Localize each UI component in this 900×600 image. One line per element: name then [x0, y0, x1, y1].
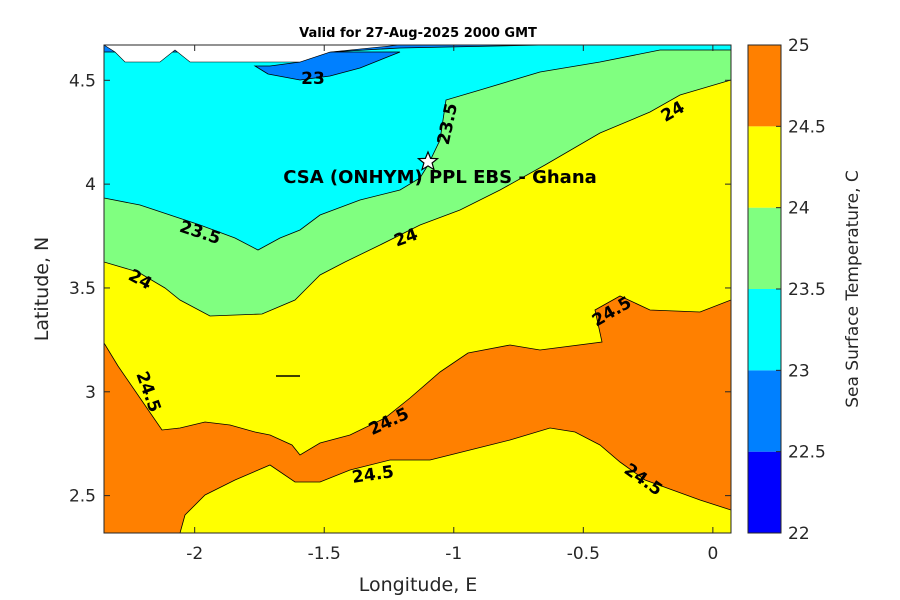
y-axis-label: Latitude, N	[31, 237, 53, 342]
x-tick-label: -2	[186, 544, 203, 564]
x-axis-label: Longitude, E	[359, 574, 478, 596]
y-tick-label: 3	[85, 383, 96, 403]
site-label: CSA (ONHYM) PPL EBS - Ghana	[283, 167, 597, 188]
y-tick-label: 4.5	[69, 71, 96, 91]
colorbar-tick-label: 22	[788, 524, 810, 544]
y-tick-label: 3.5	[69, 279, 96, 299]
colorbar-label: Sea Surface Temperature, C	[843, 170, 863, 408]
no-data-region	[104, 45, 401, 63]
colorbar-band	[748, 207, 781, 289]
colorbar-tick-label: 23.5	[788, 280, 826, 300]
colorbar-tick-label: 24	[788, 199, 810, 219]
colorbar-tick-label: 24.5	[788, 117, 826, 137]
band-23-23-5	[104, 45, 731, 251]
x-tick-label: 0	[707, 544, 718, 564]
y-tick-label: 2.5	[69, 487, 96, 507]
colorbar: 22 22.5 23 23.5 24 24.5 25	[747, 36, 826, 544]
x-tick-label: -1.5	[308, 544, 341, 564]
colorbar-band	[748, 289, 781, 371]
star-icon	[416, 150, 440, 171]
x-axis: -2 -1.5 -1 -0.5 0	[186, 45, 718, 564]
colorbar-tick-label: 23	[788, 361, 810, 381]
band-24-24-5-lower	[179, 427, 731, 533]
colorbar-band	[748, 126, 781, 208]
colorbar-tick-label: 22.5	[788, 443, 826, 463]
colorbar-tick-label: 25	[788, 36, 810, 56]
x-tick-label: -0.5	[567, 544, 600, 564]
contour-label: 23	[301, 69, 325, 89]
colorbar-band	[748, 370, 781, 452]
plot-frame	[103, 44, 732, 534]
site-marker: CSA (ONHYM) PPL EBS - Ghana	[283, 150, 597, 188]
x-tick-label: -1	[445, 544, 462, 564]
colorbar-band	[748, 451, 781, 533]
y-tick-label: 4	[85, 175, 96, 195]
colorbar-band	[748, 45, 781, 127]
y-axis: 2.5 3 3.5 4 4.5	[69, 71, 731, 507]
chart-title: Valid for 27-Aug-2025 2000 GMT	[299, 26, 537, 41]
